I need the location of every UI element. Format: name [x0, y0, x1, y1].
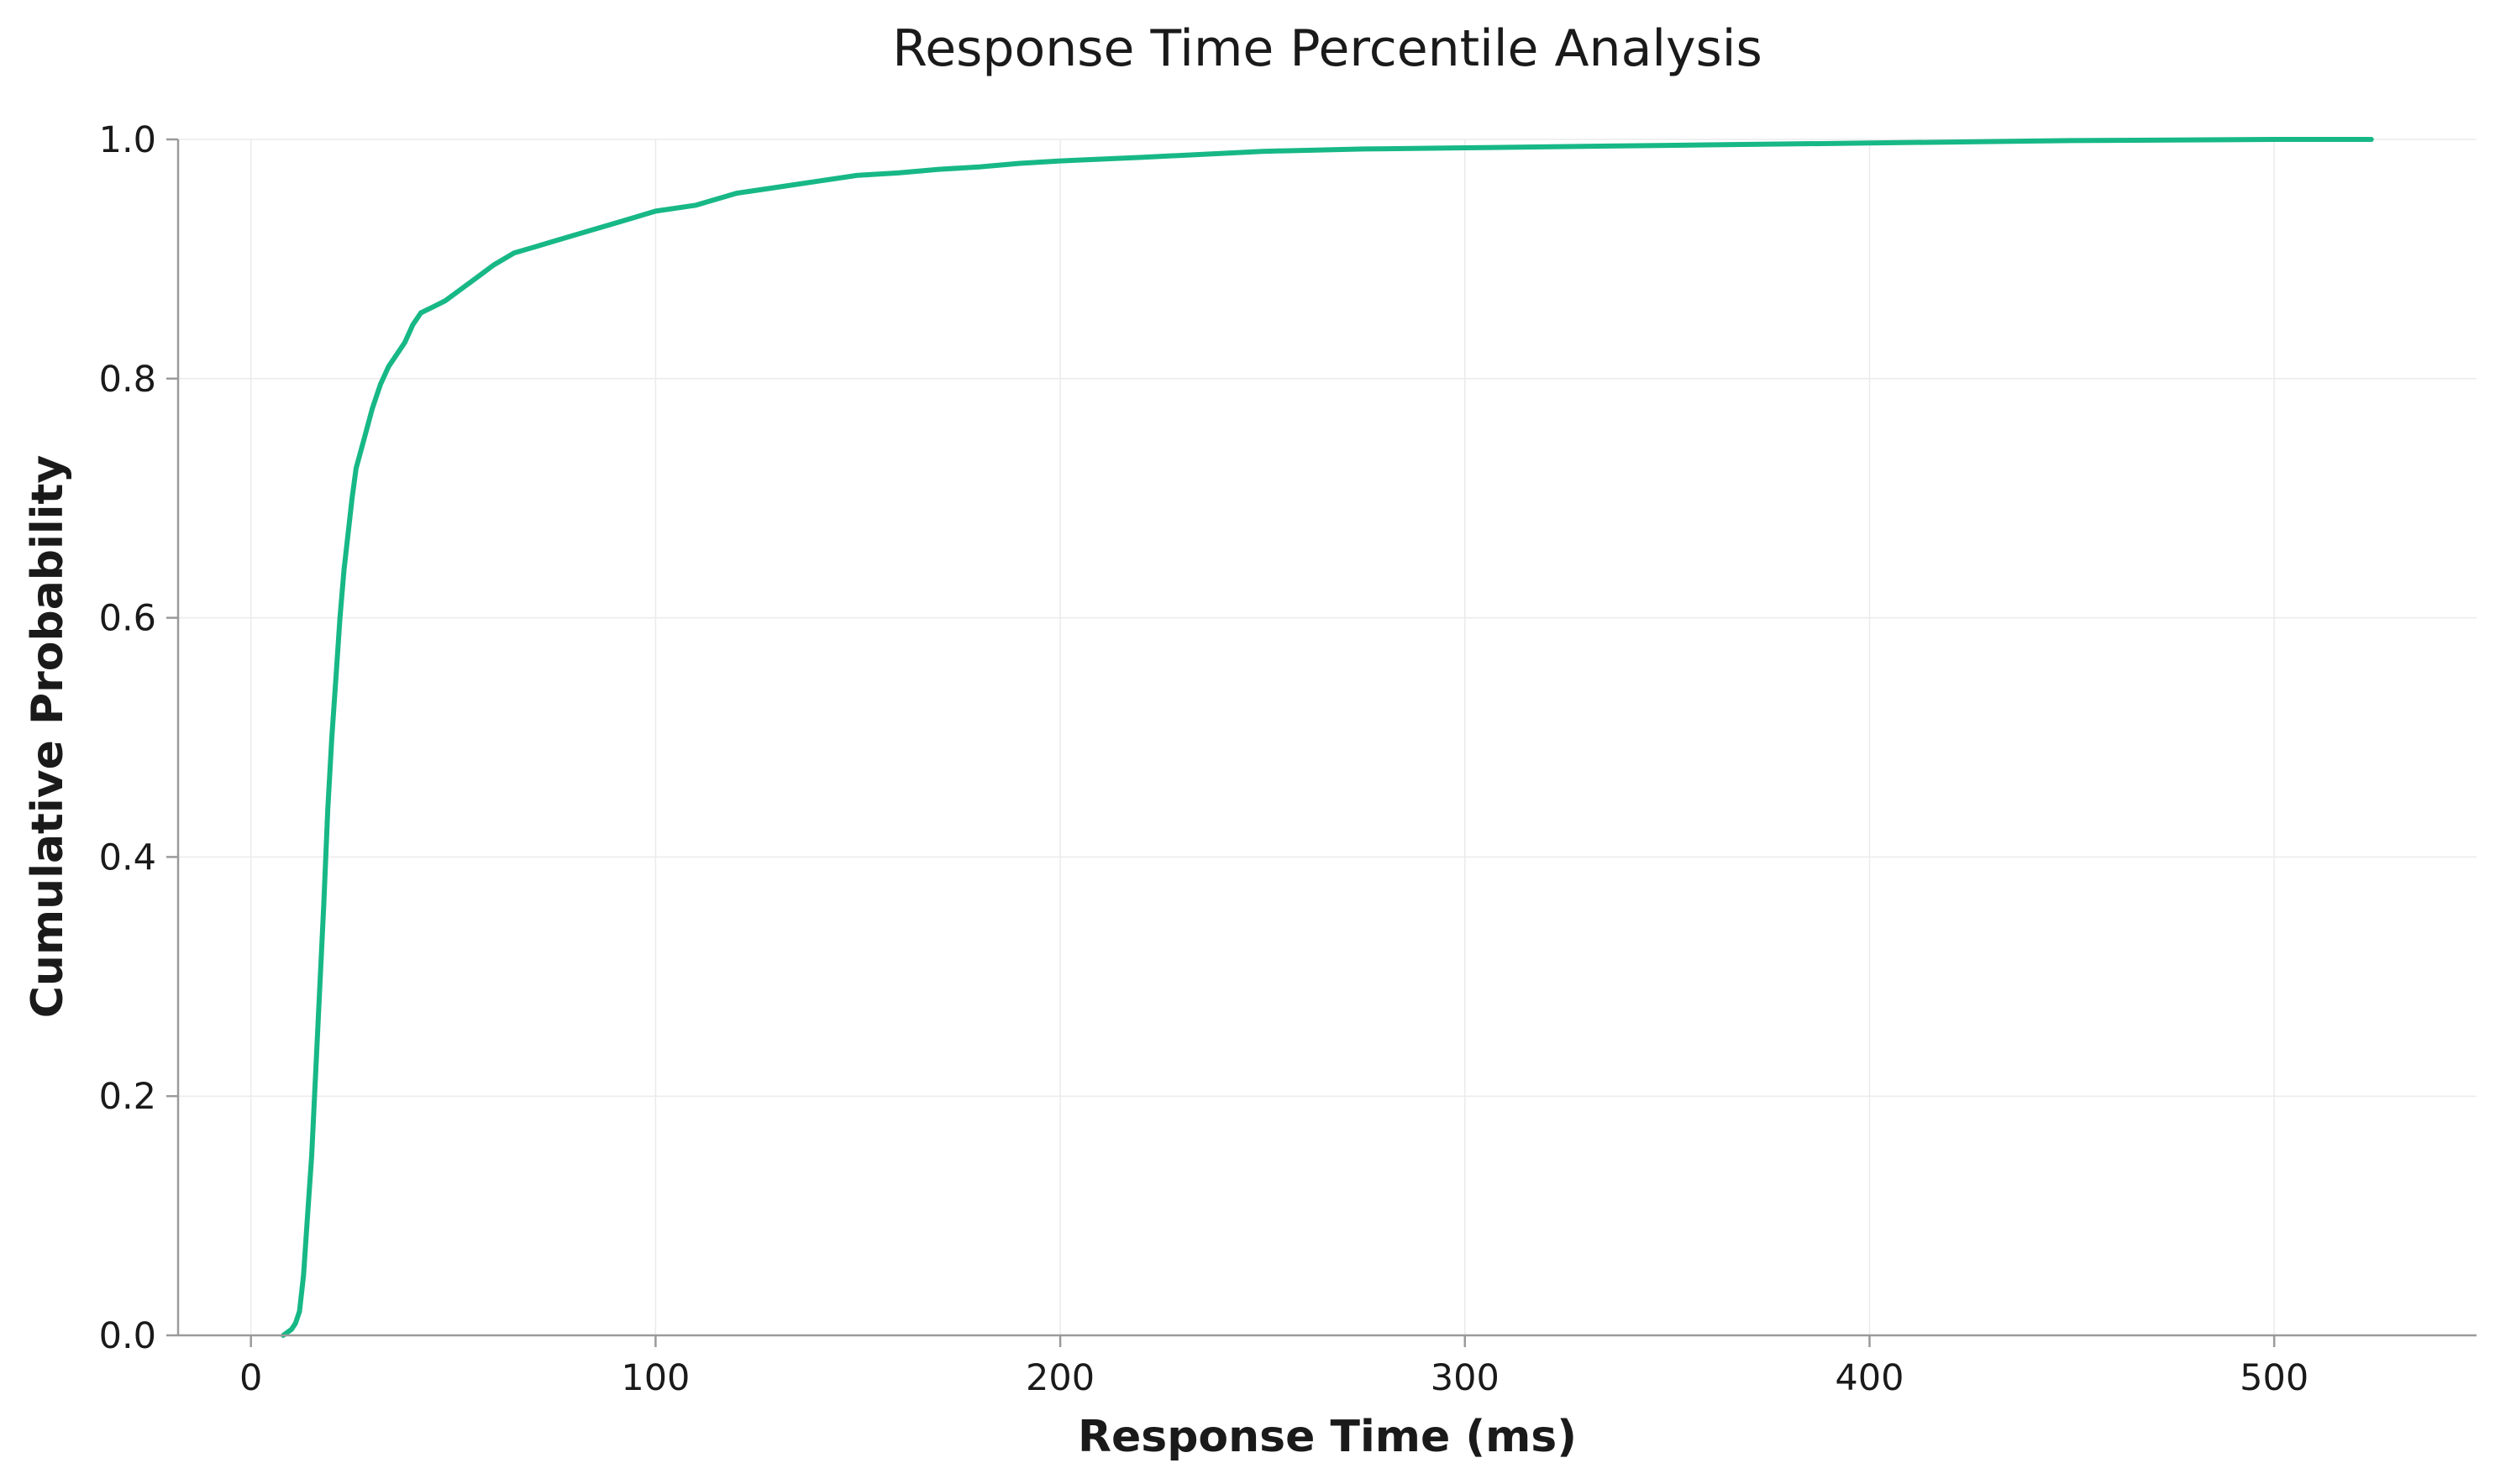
x-ticks: 0 100 200 300 400 500: [239, 1335, 2309, 1399]
chart-title: Response Time Percentile Analysis: [892, 19, 1762, 78]
x-axis-label: Response Time (ms): [1078, 1412, 1577, 1462]
cdf-line: [281, 137, 2374, 1338]
y-axis-label: Cumulative Probability: [23, 455, 73, 1019]
y-ticks: 0.0 0.2 0.4 0.6 0.8 1.0: [99, 119, 178, 1357]
x-tick-label: 0: [239, 1357, 262, 1399]
y-tick-label: 0.2: [99, 1076, 156, 1118]
x-tick-label: 100: [621, 1357, 690, 1399]
series-layer: [281, 137, 2374, 1338]
x-tick-label: 200: [1026, 1357, 1095, 1399]
axes-layer: [176, 139, 2477, 1337]
y-tick-label: 1.0: [99, 119, 156, 161]
x-tick-label: 500: [2240, 1357, 2309, 1399]
y-tick-label: 0.6: [99, 598, 156, 640]
y-tick-label: 0.8: [99, 359, 156, 401]
x-tick-label: 400: [1835, 1357, 1904, 1399]
y-tick-label: 0.0: [99, 1315, 156, 1357]
x-tick-label: 300: [1431, 1357, 1500, 1399]
y-tick-label: 0.4: [99, 836, 156, 878]
